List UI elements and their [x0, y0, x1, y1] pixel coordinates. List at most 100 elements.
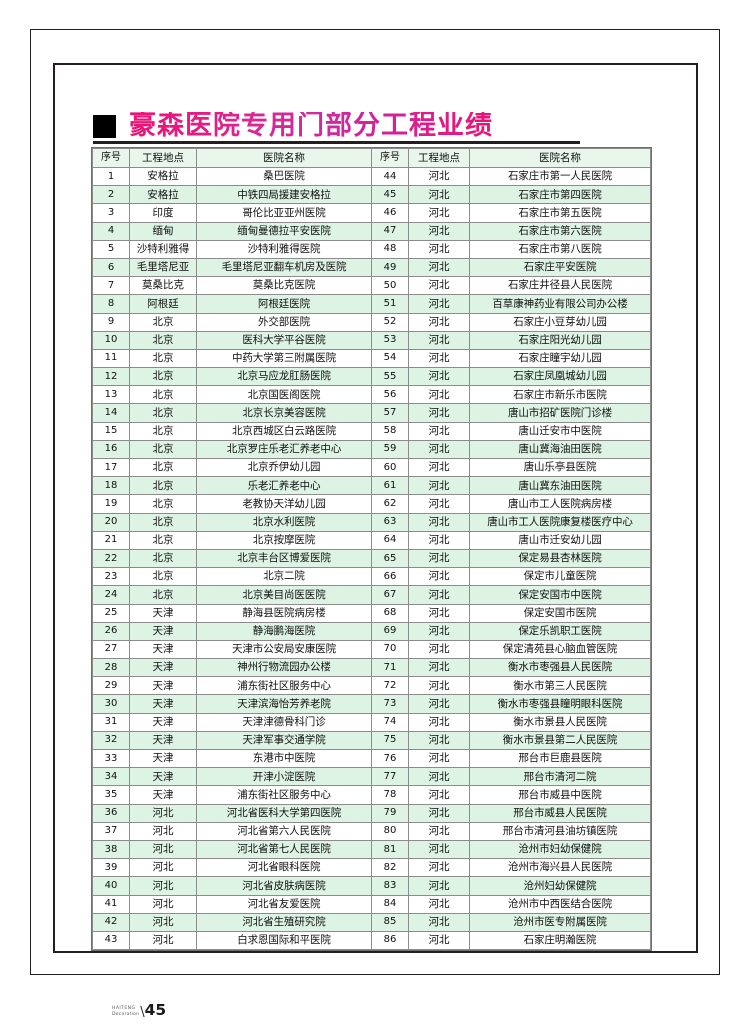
cell-location-right: 河北	[408, 239, 470, 259]
cell-location-right: 河北	[408, 839, 470, 860]
cell-hospital-right: 石家庄市第四医院	[469, 185, 651, 205]
table-row: 26 天津 静海鹏海医院 69 河北 保定乐凯职工医院	[92, 621, 651, 641]
cell-hospital-right: 衡水市景县第二人民医院	[469, 730, 651, 751]
cell-no-right: 44	[371, 166, 409, 187]
table-row: 20 北京 北京水利医院 63 河北 唐山市工人医院康复楼医疗中心	[92, 512, 651, 532]
cell-location-right: 河北	[408, 748, 470, 769]
cell-no-right: 46	[371, 203, 409, 223]
table-row: 6 毛里塔尼亚 毛里塔尼亚翻车机房及医院 49 河北 石家庄平安医院	[92, 257, 651, 278]
cell-no-left: 6	[92, 257, 130, 278]
cell-hospital-left: 开津小淀医院	[196, 767, 372, 787]
cell-hospital-left: 河北省眼科医院	[196, 858, 372, 878]
cell-no-right: 72	[371, 676, 409, 696]
table-body: 1 安格拉 桑巴医院 44 河北 石家庄市第一人民医院 2 安格拉 中铁四局援建安格拉 45 河北石…	[92, 166, 651, 951]
table-header: 序号 工程地点 医院名称 序号 工程地点 医院名称	[92, 148, 651, 168]
cell-location-right: 河北	[408, 567, 470, 587]
cell-location-right: 河北	[408, 930, 470, 951]
cell-hospital-left: 河北省第七人民医院	[196, 839, 372, 860]
cell-hospital-left: 北京二院	[196, 567, 372, 587]
cell-location-left: 天津	[129, 639, 197, 660]
cell-hospital-right: 石家庄平安医院	[469, 257, 651, 278]
cell-location-right: 河北	[408, 658, 470, 678]
cell-location-right: 河北	[408, 803, 470, 823]
cell-no-left: 29	[92, 676, 130, 696]
cell-no-left: 22	[92, 548, 130, 569]
cell-location-left: 北京	[129, 367, 197, 387]
cell-location-left: 北京	[129, 567, 197, 587]
cell-hospital-left: 北京西城区白云路医院	[196, 421, 372, 441]
cell-no-right: 75	[371, 730, 409, 751]
cell-no-right: 70	[371, 639, 409, 660]
cell-hospital-right: 沧州市医专附属医院	[469, 912, 651, 932]
cell-location-right: 河北	[408, 257, 470, 278]
cell-hospital-left: 浦东街社区服务中心	[196, 676, 372, 696]
cell-location-left: 莫桑比克	[129, 276, 197, 296]
cell-no-left: 37	[92, 821, 130, 841]
cell-location-right: 河北	[408, 876, 470, 896]
table-row: 30 天津 天津滨海怡芳养老院 73 河北 衡水市枣强县瞳明眼科医院	[92, 694, 651, 714]
cell-hospital-right: 唐山市工人医院病房楼	[469, 494, 651, 514]
cell-no-left: 38	[92, 839, 130, 860]
cell-location-right: 河北	[408, 785, 470, 805]
table-row: 3 印度 哥伦比亚亚州医院 46 河北 石家庄市第五医院	[92, 203, 651, 223]
cell-hospital-right: 沧州妇幼保健院	[469, 876, 651, 896]
cell-location-left: 北京	[129, 530, 197, 550]
cell-location-right: 河北	[408, 821, 470, 841]
table-row: 40 河北 河北省皮肤病医院 83 河北 沧州妇幼保健院	[92, 876, 651, 896]
cell-hospital-right: 邢台市巨鹿县医院	[469, 748, 651, 769]
cell-location-right: 河北	[408, 676, 470, 696]
cell-hospital-left: 东港市中医院	[196, 748, 372, 769]
cell-no-left: 26	[92, 621, 130, 641]
cell-hospital-left: 阿根廷医院	[196, 294, 372, 314]
cell-no-right: 47	[371, 221, 409, 241]
table-row: 39 河北 河北省眼科医院 82 河北 沧州市海兴县人民医院	[92, 858, 651, 878]
cell-location-left: 北京	[129, 348, 197, 369]
cell-hospital-left: 河北省皮肤病医院	[196, 876, 372, 896]
cell-hospital-right: 邢台市威县中医院	[469, 785, 651, 805]
cell-no-left: 34	[92, 767, 130, 787]
page-title-row: 豪森医院专用门部分工程业绩	[93, 99, 653, 141]
title-square-marker-icon	[93, 115, 116, 138]
cell-location-left: 天津	[129, 676, 197, 696]
cell-hospital-left: 神州行物流园办公楼	[196, 658, 372, 678]
cell-no-right: 62	[371, 494, 409, 514]
cell-location-right: 河北	[408, 294, 470, 314]
cell-hospital-left: 中药大学第三附属医院	[196, 348, 372, 369]
cell-location-right: 河北	[408, 421, 470, 441]
cell-hospital-left: 哥伦比亚亚州医院	[196, 203, 372, 223]
cell-hospital-right: 唐山乐亭县医院	[469, 457, 651, 478]
table-row: 27 天津 天津市公安局安康医院 70 河北 保定清苑县心脑血管医院	[92, 639, 651, 660]
table-row: 43 河北 白求恩国际和平医院 86 河北 石家庄明瀚医院	[92, 930, 651, 951]
cell-no-left: 7	[92, 276, 130, 296]
cell-location-left: 沙特利雅得	[129, 239, 197, 259]
cell-location-left: 北京	[129, 585, 197, 605]
table-row: 25 天津 静海县医院病房楼 68 河北 保定安国市医院	[92, 603, 651, 623]
company-logo: HAITENG Decoration	[112, 1006, 139, 1017]
cell-hospital-left: 莫桑比克医院	[196, 276, 372, 296]
page-footer: HAITENG Decoration \ 45	[112, 1002, 166, 1018]
table-row: 19 北京 老教协天洋幼儿园 62 河北 唐山市工人医院病房楼	[92, 494, 651, 514]
cell-location-right: 河北	[408, 621, 470, 641]
page-border-outer	[30, 29, 720, 975]
table-row: 17 北京 北京乔伊幼儿园 60 河北 唐山乐亭县医院	[92, 457, 651, 478]
cell-hospital-left: 缅甸曼德拉平安医院	[196, 221, 372, 241]
cell-hospital-left: 北京长京美容医院	[196, 403, 372, 423]
cell-hospital-right: 唐山市工人医院康复楼医疗中心	[469, 512, 651, 532]
cell-location-left: 天津	[129, 730, 197, 751]
column-header-location-left: 工程地点	[129, 148, 197, 168]
cell-location-left: 天津	[129, 785, 197, 805]
cell-hospital-left: 河北省友爱医院	[196, 894, 372, 914]
cell-no-right: 76	[371, 748, 409, 769]
cell-hospital-left: 天津津德骨科门诊	[196, 712, 372, 732]
cell-location-right: 河北	[408, 530, 470, 550]
title-underline	[93, 141, 580, 144]
cell-no-left: 36	[92, 803, 130, 823]
cell-hospital-right: 衡水市景县人民医院	[469, 712, 651, 732]
cell-hospital-left: 河北省医科大学第四医院	[196, 803, 372, 823]
column-header-location-right: 工程地点	[408, 148, 470, 168]
cell-location-right: 河北	[408, 730, 470, 751]
cell-hospital-left: 北京马应龙肛肠医院	[196, 367, 372, 387]
cell-no-left: 13	[92, 385, 130, 405]
cell-no-left: 15	[92, 421, 130, 441]
cell-no-left: 33	[92, 748, 130, 769]
